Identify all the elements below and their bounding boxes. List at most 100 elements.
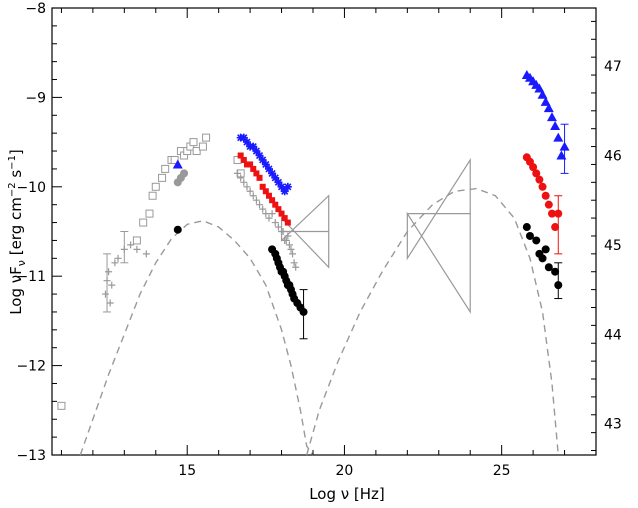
data-point	[269, 197, 276, 204]
data-point	[145, 209, 154, 218]
data-point	[237, 152, 244, 159]
data-point	[127, 241, 135, 249]
data-point	[132, 236, 141, 245]
data-point	[170, 155, 179, 164]
data-point	[283, 182, 292, 191]
data-point	[287, 245, 295, 253]
data-point	[292, 263, 300, 271]
data-point	[272, 201, 279, 208]
y2-tick-label: 43	[604, 417, 622, 433]
y-tick-label: −12	[16, 359, 46, 375]
data-point	[541, 245, 550, 254]
data-point	[158, 173, 167, 182]
data-point	[559, 141, 570, 151]
data-point	[180, 169, 189, 178]
data-point	[256, 201, 264, 209]
y-tick-label: −13	[16, 448, 46, 464]
data-point	[237, 174, 245, 182]
data-point	[246, 187, 254, 195]
data-point	[529, 163, 538, 172]
data-point	[551, 267, 560, 276]
data-point	[556, 150, 567, 160]
data-point	[258, 155, 267, 164]
data-point	[284, 219, 291, 226]
data-point	[249, 192, 257, 200]
data-point	[108, 281, 116, 289]
data-point	[240, 156, 247, 163]
y-axis-title: Log νFν [erg cm−2 s−1]	[7, 149, 28, 315]
data-point	[255, 151, 264, 160]
bowtie-spectra	[280, 157, 471, 315]
data-point	[275, 206, 282, 213]
data-point	[103, 277, 111, 285]
bowtie-2	[406, 157, 471, 315]
data-point	[274, 223, 282, 231]
data-point	[271, 219, 279, 227]
data-point	[101, 290, 109, 298]
data-point	[151, 182, 160, 191]
data-point	[133, 245, 141, 253]
data-point	[142, 250, 150, 258]
data-point	[252, 147, 261, 156]
x-tick-label: 25	[493, 463, 511, 479]
data-point	[538, 182, 547, 191]
x-axis-title: Log ν [Hz]	[309, 485, 385, 503]
data-point	[551, 223, 560, 232]
data-point	[525, 231, 534, 240]
y-tick-label: −11	[16, 269, 46, 285]
data-point	[202, 133, 211, 142]
data-point	[265, 214, 273, 222]
data-point	[279, 228, 287, 235]
data-point	[284, 232, 292, 240]
data-point	[172, 159, 183, 169]
data-point	[262, 210, 270, 218]
data-point	[280, 187, 289, 196]
data-point	[240, 178, 248, 186]
y2-tick-label: 46	[604, 149, 622, 165]
data-point	[522, 223, 531, 232]
data-point	[250, 165, 257, 172]
error-bars	[103, 123, 569, 340]
data-point	[282, 236, 290, 244]
data-point	[111, 259, 119, 267]
y2-tick-label: 45	[604, 238, 622, 254]
data-point	[278, 210, 285, 217]
bowtie-1	[280, 194, 330, 269]
data-point	[277, 182, 286, 191]
data-point	[274, 178, 283, 187]
data-point	[57, 401, 66, 410]
data-point	[239, 133, 248, 142]
data-point	[242, 138, 251, 147]
data-point	[550, 121, 561, 131]
data-point	[189, 138, 198, 147]
plot-border	[51, 7, 597, 456]
data-point	[262, 188, 269, 195]
data-point	[161, 164, 170, 173]
data-point	[553, 132, 564, 142]
data-point	[259, 183, 266, 190]
data-point	[253, 170, 260, 177]
model-curve-1	[79, 220, 314, 456]
model-curves	[79, 187, 559, 456]
data-point	[540, 96, 551, 106]
data-point	[192, 147, 201, 156]
data-point	[544, 200, 553, 209]
data-point	[198, 142, 207, 151]
y2-tick-label: 47	[604, 59, 622, 75]
data-point	[106, 299, 114, 307]
data-point	[554, 281, 563, 290]
data-point	[554, 209, 563, 218]
data-point	[285, 241, 293, 249]
data-point	[547, 209, 556, 218]
data-point	[537, 89, 548, 99]
data-point	[289, 250, 297, 258]
data-point	[538, 254, 547, 263]
data-point	[261, 160, 270, 169]
y2-tick-label: 44	[604, 327, 622, 343]
data-point	[234, 169, 242, 177]
data-point	[532, 169, 541, 178]
y-tick-label: −9	[25, 90, 46, 106]
x-tick-label: 15	[178, 463, 196, 479]
data-point	[105, 268, 113, 276]
